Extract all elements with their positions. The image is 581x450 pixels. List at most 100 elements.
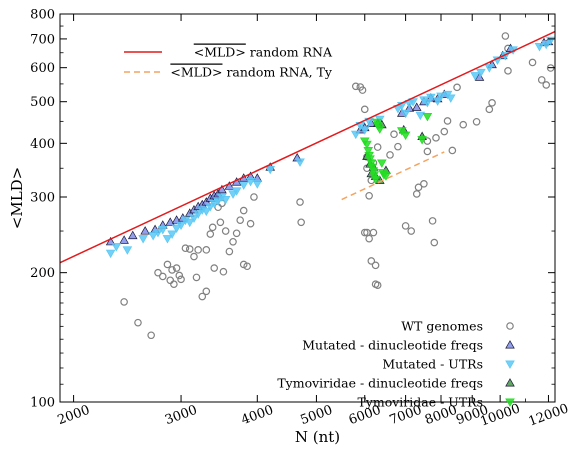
data-point bbox=[365, 155, 375, 164]
data-point bbox=[111, 243, 122, 252]
y-tick-label: 500 bbox=[30, 95, 55, 110]
data-point bbox=[367, 257, 376, 265]
legend-marker-swatch bbox=[505, 398, 515, 407]
data-point bbox=[224, 181, 235, 190]
data-point bbox=[365, 234, 373, 243]
data-point bbox=[296, 198, 304, 206]
data-point bbox=[190, 252, 198, 261]
x-tick-label: 2000 bbox=[56, 403, 92, 428]
data-point bbox=[400, 109, 411, 119]
data-point bbox=[436, 92, 446, 102]
data-point bbox=[369, 228, 378, 237]
data-point bbox=[432, 134, 440, 142]
legend-marker-label: WT genomes bbox=[401, 319, 483, 334]
data-point bbox=[504, 67, 512, 75]
data-point bbox=[472, 117, 481, 126]
data-point bbox=[147, 331, 155, 340]
legend-marker-swatch bbox=[505, 340, 515, 349]
data-point bbox=[193, 210, 203, 219]
data-point bbox=[528, 58, 537, 67]
data-point bbox=[184, 218, 195, 228]
legend-marker-label: Mutated - UTRs bbox=[382, 357, 483, 372]
data-point bbox=[390, 130, 398, 139]
data-point bbox=[371, 261, 380, 270]
data-point bbox=[417, 136, 427, 145]
data-point bbox=[239, 206, 248, 215]
data-point bbox=[386, 151, 394, 159]
legend-marker-swatch bbox=[505, 378, 515, 387]
data-point bbox=[246, 219, 255, 228]
data-point bbox=[243, 262, 251, 271]
data-point bbox=[252, 173, 263, 182]
data-point bbox=[105, 249, 116, 259]
data-point bbox=[542, 81, 551, 89]
data-point bbox=[420, 180, 428, 188]
data-point bbox=[120, 298, 128, 306]
data-point bbox=[265, 165, 276, 175]
data-point bbox=[134, 318, 142, 327]
data-point bbox=[202, 246, 211, 254]
data-point bbox=[470, 72, 480, 81]
data-point bbox=[363, 146, 374, 156]
x-axis-title: N (nt) bbox=[295, 428, 340, 446]
data-point bbox=[170, 280, 178, 289]
data-point bbox=[426, 93, 436, 103]
data-point bbox=[217, 184, 227, 194]
data-point bbox=[430, 238, 439, 247]
data-point bbox=[221, 227, 230, 235]
data-point bbox=[162, 235, 173, 244]
data-point bbox=[360, 105, 369, 114]
data-point bbox=[432, 97, 443, 106]
legend-marker-label: Tymoviridae - UTRs bbox=[357, 395, 483, 410]
data-point bbox=[488, 99, 496, 107]
data-point bbox=[238, 181, 249, 190]
random-rna-ty-line bbox=[341, 151, 445, 201]
data-point bbox=[140, 226, 150, 235]
data-point bbox=[231, 187, 242, 196]
y-tick-label: 700 bbox=[30, 32, 55, 47]
data-point bbox=[206, 230, 215, 238]
x-tick-label: 12000 bbox=[527, 401, 571, 429]
data-point bbox=[400, 131, 411, 141]
data-point bbox=[157, 226, 168, 235]
legend-line-label: <MLD> random RNA bbox=[194, 45, 333, 60]
series-tymoviridae-utrs bbox=[359, 112, 433, 185]
y-tick-label: 100 bbox=[30, 396, 55, 411]
data-point bbox=[194, 246, 202, 254]
data-point bbox=[373, 143, 382, 151]
data-point bbox=[192, 273, 201, 282]
data-point bbox=[423, 147, 432, 156]
data-point bbox=[219, 267, 228, 276]
data-point bbox=[370, 175, 381, 185]
legend-line-label: <MLD> random RNA, Ty bbox=[170, 65, 333, 80]
data-point bbox=[401, 222, 410, 230]
data-point bbox=[453, 83, 461, 92]
data-point bbox=[175, 271, 184, 280]
data-point bbox=[158, 272, 167, 281]
data-point bbox=[412, 190, 421, 198]
x-tick-label: 4000 bbox=[239, 403, 275, 428]
data-point bbox=[396, 127, 407, 136]
data-point bbox=[232, 229, 241, 238]
data-point bbox=[362, 140, 372, 150]
data-layer bbox=[60, 30, 555, 340]
data-point bbox=[448, 146, 457, 155]
data-point bbox=[350, 130, 361, 140]
data-point bbox=[166, 276, 175, 285]
data-point bbox=[443, 117, 452, 125]
data-point bbox=[181, 244, 190, 253]
data-point bbox=[541, 40, 552, 50]
data-point bbox=[216, 218, 225, 227]
data-point bbox=[422, 112, 433, 122]
data-point bbox=[428, 217, 437, 225]
data-point bbox=[176, 221, 186, 231]
data-point bbox=[210, 264, 219, 272]
data-point bbox=[119, 235, 129, 244]
data-point bbox=[172, 264, 181, 272]
y-tick-label: 300 bbox=[30, 191, 55, 206]
data-point bbox=[297, 218, 305, 227]
x-tick-label: 5000 bbox=[298, 403, 334, 428]
data-point bbox=[201, 207, 212, 217]
data-point bbox=[185, 245, 194, 253]
